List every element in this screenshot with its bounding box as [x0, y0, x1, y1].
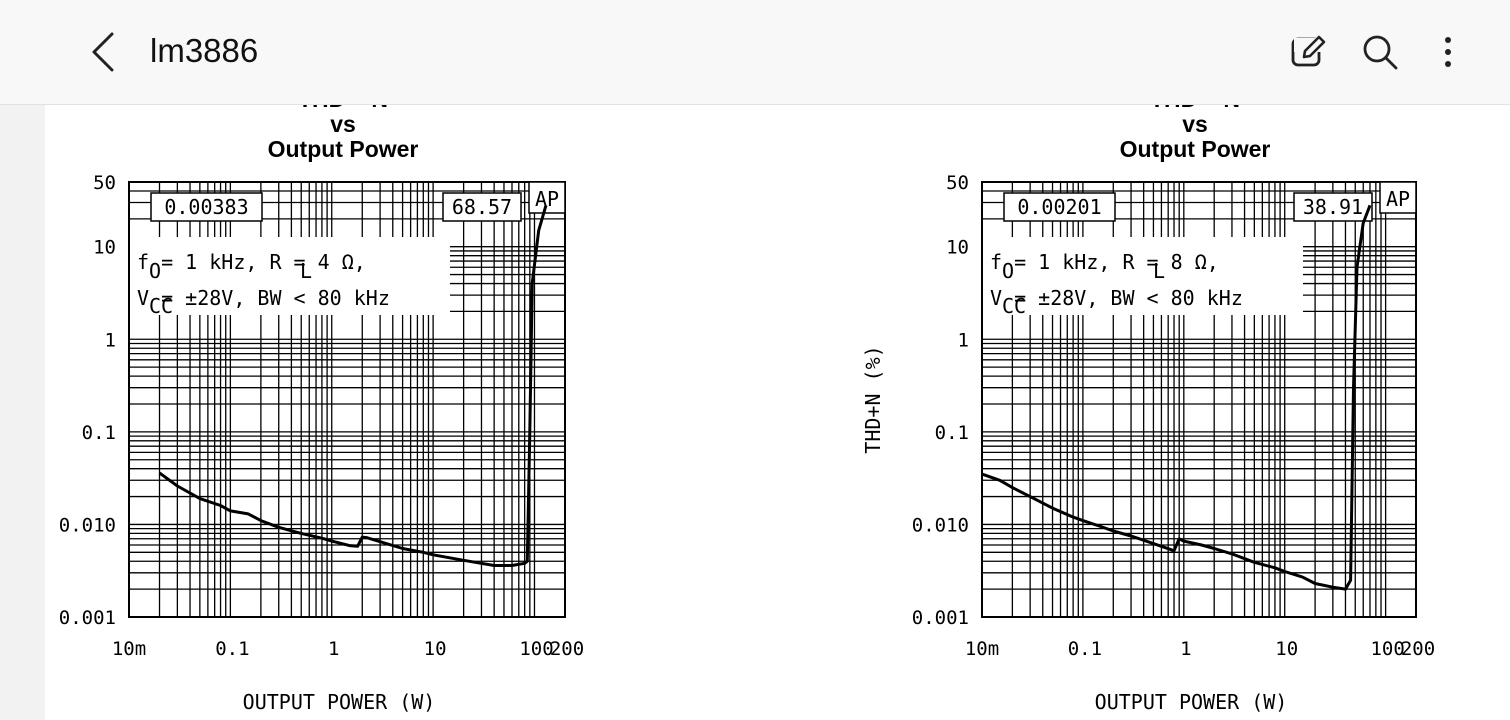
x-tick-label: 10m	[112, 638, 146, 660]
y-tick-label: 0.010	[912, 514, 969, 536]
chart-title-line: vs	[1182, 111, 1208, 137]
conditions-sub-l: L	[300, 259, 312, 283]
plot-frame	[981, 181, 1417, 618]
x-axis-label: OUTPUT POWER (W)	[243, 690, 436, 714]
conditions-line-1: f = 1 kHz, R = 8 Ω,	[990, 250, 1219, 274]
y-tick-label: 0.001	[912, 607, 969, 629]
conditions-line-2: V = ±28V, BW < 80 kHz	[137, 286, 390, 310]
value-box-right-text: 38.91	[1303, 195, 1363, 219]
ap-box	[528, 181, 566, 214]
document-title: lm3886	[150, 32, 259, 69]
edit-icon[interactable]	[1286, 30, 1330, 74]
x-tick-label: 10	[1275, 638, 1298, 660]
chart-title-line: Output Power	[1120, 136, 1271, 162]
conditions-line-1: f = 1 kHz, R = 4 Ω,	[137, 250, 366, 274]
y-tick-label: 10	[93, 237, 116, 259]
series-line	[981, 204, 1372, 591]
conditions-sub-o: O	[149, 259, 161, 283]
y-tick-label: 0.1	[935, 422, 969, 444]
conditions-box	[130, 237, 450, 315]
conditions-sub-o: O	[1002, 259, 1014, 283]
value-box-left-text: 0.00201	[1017, 195, 1101, 219]
y-tick-label: 1	[958, 329, 969, 351]
y-tick-label: 0.010	[59, 514, 116, 536]
y-tick-label: 1	[105, 329, 116, 351]
chart-1: THD + NvsOutput Power 0.00383 68.57 AP f = 1…	[59, 105, 584, 714]
x-tick-label: 0.1	[215, 638, 249, 660]
ap-box-text: AP	[1386, 187, 1410, 211]
chart-title-line: vs	[330, 111, 356, 137]
y-tick-label: 50	[93, 172, 116, 194]
y-tick-label: 0.001	[59, 607, 116, 629]
more-icon[interactable]	[1426, 30, 1470, 74]
value-box-left	[1003, 192, 1116, 222]
chart-title-line: Output Power	[268, 136, 419, 162]
x-tick-label: 10	[424, 638, 447, 660]
x-axis-label: OUTPUT POWER (W)	[1095, 690, 1288, 714]
x-tick-label: 0.1	[1068, 638, 1102, 660]
back-icon[interactable]	[86, 30, 122, 74]
y-tick-label: 0.1	[82, 422, 116, 444]
x-tick-label: 100	[519, 638, 553, 660]
search-icon[interactable]	[1358, 30, 1402, 74]
value-box-left-text: 0.00383	[164, 195, 248, 219]
ap-box-text: AP	[535, 187, 559, 211]
app-bar: lm3886	[0, 0, 1510, 105]
chart-title-line: THD + N	[1150, 105, 1240, 112]
value-box-right	[442, 192, 522, 222]
x-tick-label: 1	[328, 638, 339, 660]
conditions-sub-cc: CC	[149, 294, 173, 318]
value-box-left	[150, 192, 263, 222]
x-tick-label: 200	[1401, 638, 1435, 660]
x-tick-label: 100	[1370, 638, 1404, 660]
value-box-right-text: 68.57	[452, 195, 512, 219]
x-tick-label: 10m	[965, 638, 999, 660]
chart-title-line: THD + N	[298, 105, 388, 112]
plot-frame	[128, 181, 566, 618]
y-tick-label: 10	[946, 237, 969, 259]
series-line	[158, 204, 548, 567]
chart-2: THD + NvsOutput Power 0.00201 38.91 AP f = 1…	[861, 105, 1435, 714]
conditions-sub-cc: CC	[1002, 294, 1026, 318]
x-tick-label: 1	[1180, 638, 1191, 660]
value-box-right	[1293, 192, 1373, 222]
conditions-line-2: V = ±28V, BW < 80 kHz	[990, 286, 1243, 310]
x-tick-label: 200	[550, 638, 584, 660]
y-tick-label: 50	[946, 172, 969, 194]
conditions-box	[983, 237, 1303, 315]
ap-box	[1379, 181, 1417, 214]
y-axis-label: THD+N (%)	[861, 345, 885, 453]
conditions-sub-l: L	[1153, 259, 1165, 283]
